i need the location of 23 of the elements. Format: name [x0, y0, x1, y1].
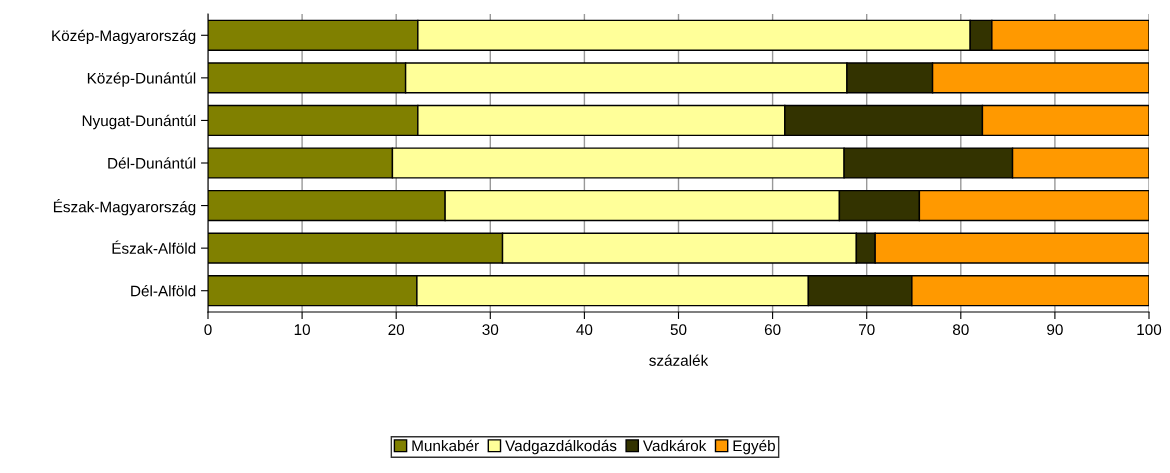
y-tick-label: Nyugat-Dunántúl [82, 114, 196, 130]
x-tick-label: 90 [1047, 324, 1063, 336]
x-tick-label: 30 [482, 324, 499, 336]
x-tick-label: 50 [670, 324, 687, 336]
y-tick-label: Észak-Magyarország [53, 198, 196, 216]
x-tick-label: 0 [204, 324, 212, 336]
legend-label: Munkabér [412, 439, 479, 452]
x-tick-label: 20 [388, 324, 405, 336]
x-tick-label: 10 [294, 324, 310, 336]
y-tick-label: Közép-Magyarország [52, 29, 196, 45]
x-tick-label: 100 [1137, 324, 1162, 336]
x-tick-label: 60 [764, 324, 781, 336]
x-tick-label: 40 [576, 324, 593, 336]
y-tick-label: Közép-Dunántúl [87, 72, 196, 87]
x-axis-title: százalék [649, 354, 709, 366]
y-tick-label: Dél-Dunántúl [108, 157, 196, 169]
legend-label: Vadgazdálkodás [505, 439, 617, 455]
legend-label: Vadkárok [642, 439, 707, 452]
x-tick-label: 80 [952, 324, 969, 336]
y-tick-label: Észak-Alföld [112, 240, 196, 254]
legend-label: Egyéb [733, 439, 775, 455]
y-tick-label: Dél-Alföld [131, 285, 196, 297]
x-tick-label: 70 [858, 324, 875, 336]
